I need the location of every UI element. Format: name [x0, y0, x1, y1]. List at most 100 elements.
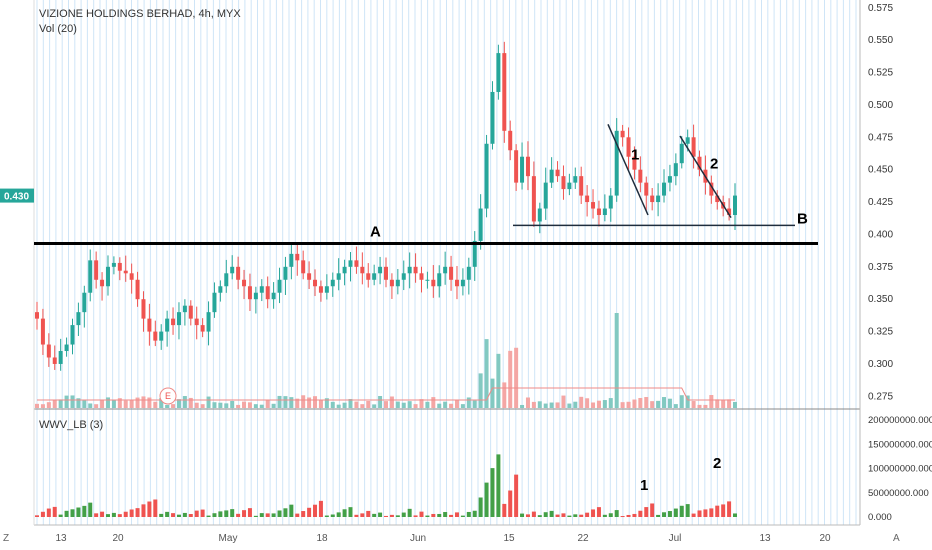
oscillator-bar — [460, 515, 465, 517]
oscillator-bar — [691, 513, 696, 517]
volume-bar — [224, 403, 229, 408]
volume-bar — [691, 401, 696, 408]
candle-body — [259, 286, 264, 293]
auto-scale-button[interactable]: A — [893, 533, 900, 544]
candle-body — [206, 312, 211, 332]
oscillator-bar — [484, 482, 489, 517]
candle-body — [52, 357, 57, 364]
volume-bar — [673, 404, 678, 408]
oscillator-bar — [425, 515, 430, 517]
price-tick-label: 0.500 — [868, 100, 893, 111]
candle-body — [35, 312, 39, 319]
volume-bar — [111, 400, 116, 408]
volume-bar — [360, 404, 365, 408]
candle-body — [543, 182, 548, 209]
volume-bar — [395, 401, 400, 408]
label-a: A — [370, 224, 381, 241]
oscillator-bar — [419, 511, 424, 517]
volume-bar — [472, 400, 477, 408]
oscillator-bar — [271, 513, 276, 517]
candle-body — [366, 273, 371, 280]
volume-bar — [165, 404, 170, 408]
time-tick-label: 22 — [577, 533, 589, 544]
candle-body — [105, 266, 110, 287]
volume-bar — [508, 350, 513, 408]
oscillator-bar — [531, 511, 536, 517]
volume-bar — [703, 404, 708, 408]
zoom-button[interactable]: Z — [3, 533, 10, 544]
candle-body — [667, 176, 672, 183]
oscillator-axis[interactable]: 200000000.000 150000000.000 100000000.000 5… — [868, 415, 932, 523]
oscillator-bar — [76, 507, 81, 517]
oscillator-bar — [555, 514, 560, 517]
candle-body — [153, 331, 158, 341]
time-axis[interactable]: 13 20 May 18 Jun 15 22 Jul 13 20 — [55, 533, 831, 544]
volume-bar — [437, 403, 442, 408]
oscillator-bar — [182, 512, 187, 517]
oscillator-bar — [70, 509, 75, 517]
volume-bar — [301, 395, 306, 408]
volume-bar — [295, 398, 300, 408]
candle-body — [656, 195, 661, 203]
price-axis[interactable]: 0.575 0.550 0.525 0.500 0.475 0.450 0.425 0.400… — [0, 3, 893, 403]
volume-bar — [324, 398, 329, 408]
trend-line-1 — [607, 124, 649, 216]
oscillator-bar — [413, 515, 418, 517]
volume-bar — [372, 404, 377, 408]
oscillator-bar — [141, 504, 146, 517]
volume-bar — [82, 400, 87, 408]
volume-bar — [419, 399, 424, 408]
oscillator-bar — [449, 514, 454, 517]
volume-bar — [247, 402, 252, 408]
oscillator-bar — [443, 512, 448, 517]
volume-bar — [277, 395, 282, 408]
time-tick-label: Jul — [669, 533, 682, 544]
volume-bar — [265, 399, 270, 408]
volume-bar — [378, 395, 383, 408]
volume-bar — [407, 401, 412, 408]
candle-body — [265, 286, 270, 300]
oscillator-bar — [295, 513, 300, 517]
volume-bar — [212, 402, 217, 408]
volume-bar — [135, 397, 140, 408]
volume-bar — [182, 396, 187, 408]
price-tick-label: 0.375 — [868, 262, 893, 273]
oscillator-tick-label: 200000000.000 — [868, 415, 932, 426]
volume-bar — [502, 382, 507, 408]
candle-body — [401, 273, 406, 280]
volume-bar — [514, 347, 519, 408]
time-tick-label: May — [219, 533, 238, 544]
candle-body — [662, 182, 667, 196]
candle-body — [88, 260, 93, 293]
price-tick-label: 0.575 — [868, 3, 893, 14]
volume-bar — [478, 373, 483, 408]
oscillator-tick-label: 0.000 — [868, 512, 892, 523]
oscillator-bar — [401, 512, 406, 517]
oscillator-bar — [697, 510, 702, 517]
last-price-label: 0.430 — [4, 192, 29, 203]
oscillator-bar — [301, 511, 306, 517]
candle-body — [159, 331, 164, 341]
oscillator-bar — [567, 515, 572, 517]
candle-body — [431, 279, 436, 287]
volume-bar — [591, 402, 596, 408]
volume-bar — [366, 400, 371, 408]
label-trend-2: 2 — [710, 155, 718, 172]
volume-bar — [171, 404, 176, 408]
volume-bars — [35, 313, 737, 408]
oscillator-bar — [508, 490, 513, 517]
price-tick-label: 0.400 — [868, 229, 893, 240]
oscillator-bar — [372, 513, 377, 517]
oscillator-bar — [727, 501, 732, 517]
candle-body — [715, 195, 720, 203]
candle-body — [466, 266, 471, 280]
oscillator-bar — [431, 513, 436, 517]
candle-body — [348, 260, 353, 267]
oscillator-bar — [537, 515, 542, 517]
candle-body — [301, 260, 306, 274]
candle-body — [247, 286, 252, 300]
candle-body — [271, 292, 276, 300]
candle-body — [608, 195, 613, 209]
oscillator-bar — [389, 514, 394, 517]
